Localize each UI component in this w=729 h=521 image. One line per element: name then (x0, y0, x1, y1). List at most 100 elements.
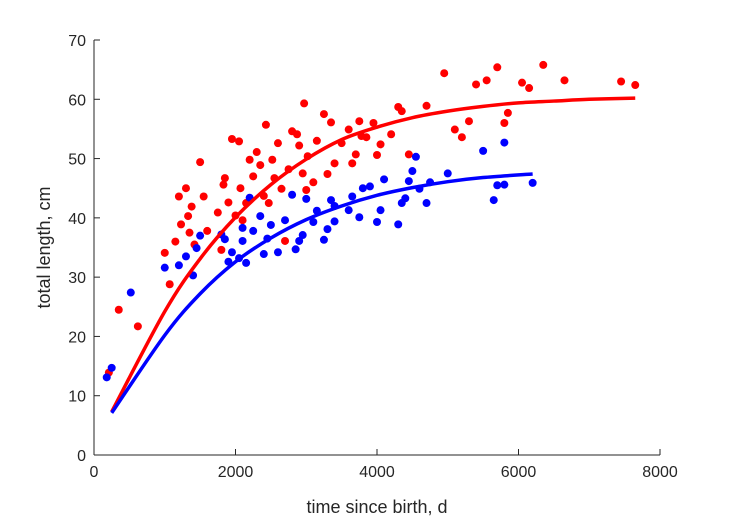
data-point-s1-25 (288, 190, 297, 199)
data-point-s0-3 (160, 248, 169, 257)
data-point-s0-81 (617, 77, 626, 86)
data-point-s0-37 (277, 184, 286, 193)
data-point-s1-16 (242, 258, 251, 267)
data-point-s1-7 (192, 244, 201, 253)
data-point-s1-42 (373, 218, 381, 227)
data-point-s1-8 (196, 231, 205, 240)
data-point-s0-19 (220, 174, 229, 183)
data-point-s0-4 (165, 280, 174, 289)
fit-curve-1 (110, 172, 533, 414)
data-point-s1-49 (408, 167, 417, 176)
data-point-s1-41 (365, 182, 374, 191)
data-point-s0-18 (219, 180, 228, 189)
data-point-s0-49 (319, 110, 328, 119)
x-tick-label-2: 4000 (359, 464, 395, 481)
data-point-s1-24 (281, 216, 290, 225)
data-point-s1-50 (411, 152, 420, 161)
data-point-s1-33 (323, 225, 332, 234)
data-point-s1-19 (256, 212, 265, 221)
data-point-s0-34 (268, 155, 277, 164)
data-point-s0-72 (472, 80, 481, 89)
data-point-s1-18 (249, 226, 258, 235)
data-point-s1-15 (238, 223, 247, 232)
data-point-s0-13 (196, 158, 205, 167)
data-point-s0-48 (312, 136, 321, 145)
x-tick-label-0: 0 (90, 464, 99, 481)
data-point-s0-61 (373, 151, 381, 160)
data-point-s1-1 (107, 363, 116, 372)
data-point-s1-37 (344, 206, 353, 215)
data-point-s0-78 (525, 84, 534, 93)
data-point-s1-29 (302, 194, 311, 203)
data-point-s0-25 (238, 216, 247, 225)
y-tick-label-2: 20 (68, 329, 86, 346)
data-point-s0-24 (236, 184, 245, 193)
data-point-s0-29 (252, 148, 261, 157)
data-point-s1-48 (404, 177, 413, 186)
data-point-s1-27 (295, 236, 304, 245)
data-point-s0-79 (539, 60, 548, 69)
data-point-s0-43 (298, 169, 307, 178)
data-point-s0-60 (369, 119, 378, 127)
data-point-s1-54 (443, 169, 452, 178)
data-point-s0-16 (213, 208, 222, 217)
axes: 0 2000 4000 6000 8000 0 10 20 30 40 50 60 70 (68, 33, 678, 481)
data-point-s1-14 (238, 236, 247, 245)
data-point-s0-47 (309, 178, 318, 187)
data-point-s1-35 (330, 217, 339, 226)
y-tick-label-3: 30 (68, 270, 86, 287)
data-point-s0-6 (174, 192, 183, 201)
data-point-s0-27 (245, 155, 254, 164)
data-point-s1-38 (348, 192, 357, 201)
data-point-s1-57 (493, 181, 502, 190)
data-point-s0-74 (493, 63, 502, 72)
data-point-s0-2 (133, 322, 142, 331)
data-point-s0-21 (227, 135, 236, 144)
data-point-s1-60 (528, 178, 537, 187)
data-point-s0-65 (397, 107, 406, 116)
data-point-s1-58 (500, 180, 509, 189)
data-point-s1-5 (181, 252, 190, 261)
data-point-s1-2 (126, 288, 135, 297)
data-point-s0-8 (181, 184, 190, 193)
data-point-s1-20 (259, 250, 268, 259)
data-point-s0-36 (273, 139, 282, 148)
x-axis-label: time since birth, d (306, 497, 447, 517)
data-point-s1-56 (489, 196, 498, 205)
data-point-s0-1 (114, 305, 123, 314)
y-axis-label: total length, cm (34, 186, 54, 308)
data-point-s0-73 (482, 76, 491, 85)
data-point-s1-45 (394, 220, 403, 229)
x-tick-label-1: 2000 (218, 464, 254, 481)
y-tick-label-4: 40 (68, 211, 86, 228)
data-point-s0-52 (330, 159, 339, 168)
data-point-s0-69 (450, 125, 459, 134)
data-point-s0-62 (376, 140, 385, 149)
data-point-s1-59 (500, 138, 509, 147)
data-point-s0-32 (261, 120, 270, 129)
data-point-s1-10 (220, 235, 229, 244)
y-tick-label-5: 50 (68, 152, 86, 169)
data-point-s0-59 (362, 133, 371, 142)
data-point-s0-14 (199, 192, 208, 201)
data-point-s0-44 (300, 99, 309, 108)
data-point-s1-32 (319, 235, 328, 244)
data-point-s0-45 (302, 185, 311, 194)
y-tick-label-0: 0 (77, 448, 86, 465)
data-point-s0-66 (404, 150, 413, 159)
data-point-s1-55 (479, 146, 488, 155)
data-point-s0-82 (631, 81, 640, 90)
data-point-s0-33 (264, 199, 273, 208)
data-point-s1-34 (327, 196, 336, 205)
data-point-s0-68 (440, 69, 449, 78)
y-tick-label-6: 60 (68, 92, 86, 109)
data-point-s0-28 (249, 172, 258, 181)
data-point-s0-11 (187, 202, 196, 211)
data-point-s1-30 (309, 218, 318, 227)
data-point-s0-67 (422, 101, 431, 110)
data-point-s0-15 (203, 226, 212, 235)
data-point-s1-28 (298, 231, 307, 240)
data-point-s1-4 (174, 261, 183, 270)
data-point-s0-77 (518, 78, 527, 87)
data-point-s0-71 (464, 117, 473, 126)
